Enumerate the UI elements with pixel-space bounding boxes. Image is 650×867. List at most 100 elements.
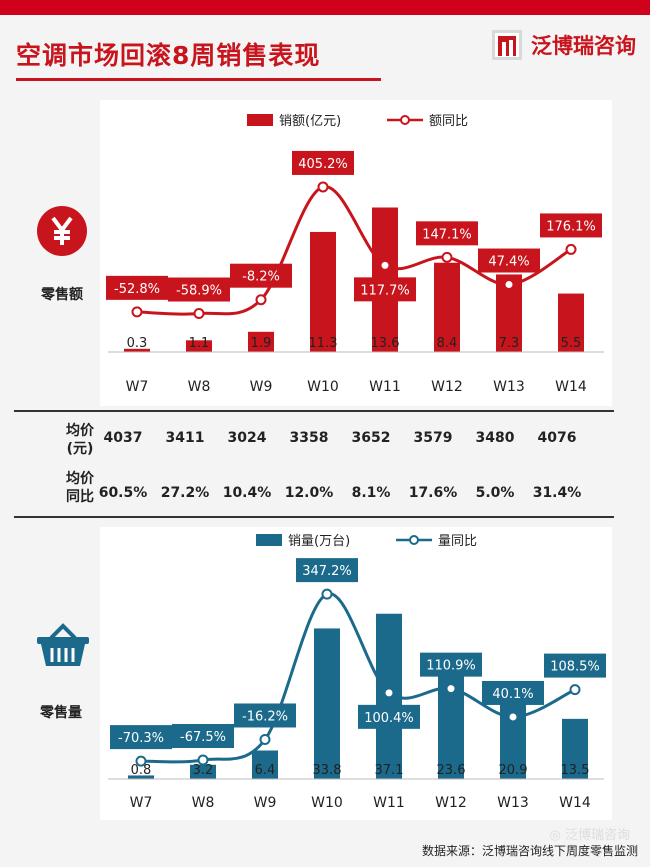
wechat-watermark: ◎ 泛博瑞咨询: [550, 824, 631, 843]
category-label: W12: [431, 379, 463, 395]
yoy-marker: [317, 181, 329, 193]
yoy-label-box: [292, 150, 354, 175]
avg-price-cell: 3024: [227, 430, 267, 446]
yoy-label-box: [172, 724, 234, 748]
sales-chart-card: 销额(亿元) 额同比 0.3 1.1 1.9 11.3 13.6 8.4 7.3 5.5 -52.8…: [100, 100, 612, 406]
category-label: W11: [373, 795, 405, 811]
yoy-label: 40.1%: [492, 687, 533, 702]
legend-bar-label: 销额(亿元): [279, 114, 341, 129]
avg-price-cell: 3579: [413, 430, 453, 446]
yoy-label-box: [482, 680, 544, 705]
table-header-price-line1: 均价: [66, 423, 94, 439]
avg-price-yoy-cell: 17.6%: [408, 485, 458, 501]
bar-value-label: 1.1: [189, 336, 210, 351]
avg-price-cell: 3411: [165, 430, 205, 446]
avg-price-yoy-cell: 60.5%: [98, 485, 148, 501]
sales-chart: 销额(亿元) 额同比 0.3 1.1 1.9 11.3 13.6 8.4 7.3 5.5 -52.8…: [106, 114, 604, 395]
yoy-marker: [383, 687, 395, 699]
bar: [434, 262, 460, 352]
bar: [558, 293, 584, 352]
table-header-yoy: 均价 同比: [50, 470, 110, 506]
category-label: W13: [497, 795, 529, 811]
yoy-label: 347.2%: [302, 564, 352, 579]
yoy-label-box: [106, 275, 168, 300]
volume-side-label: 零售量: [40, 705, 82, 721]
table-header-yoy-line2: 同比: [66, 489, 94, 505]
yoy-label-box: [168, 277, 230, 302]
category-label: W9: [250, 379, 273, 395]
legend-line-marker: [409, 535, 419, 545]
bar-value-label: 0.8: [131, 763, 152, 778]
wechat-name: 泛博瑞咨询: [564, 828, 630, 843]
top-accent-bar: [0, 0, 650, 15]
avg-price-cell: 3652: [351, 430, 391, 446]
volume-chart: 销量(万台) 量同比 0.8 3.2 6.4 33.8 37.1 23.6 20.9 13.5 -7…: [108, 534, 606, 811]
yoy-label-box: [230, 263, 292, 288]
yoy-marker: [503, 279, 515, 291]
avg-price-yoy-cell: 10.4%: [222, 485, 272, 501]
yoy-label: 110.9%: [426, 659, 476, 674]
yoy-label: -70.3%: [118, 731, 164, 746]
yoy-label: -67.5%: [180, 730, 226, 745]
avg-price-yoy-cell: 8.1%: [351, 485, 391, 501]
volume-chart-card: 销量(万台) 量同比 0.8 3.2 6.4 33.8 37.1 23.6 20.9 13.5 -7…: [100, 527, 612, 820]
bar-value-label: 8.4: [437, 336, 458, 351]
yoy-label: 100.4%: [364, 711, 414, 726]
yoy-label: 47.4%: [488, 255, 529, 270]
yoy-label: -8.2%: [242, 270, 280, 285]
avg-price-yoy-cell: 5.0%: [475, 485, 515, 501]
yoy-marker: [135, 755, 147, 767]
chart-legend: 销额(亿元) 额同比: [247, 114, 468, 129]
bar-value-label: 11.3: [309, 336, 338, 351]
yoy-marker: [445, 683, 457, 695]
bar-value-label: 5.5: [561, 336, 582, 351]
table-header-yoy-line1: 均价: [66, 471, 94, 487]
category-label: W14: [555, 379, 587, 395]
sales-side-label: 零售额: [41, 287, 83, 303]
yoy-label-box: [544, 653, 606, 678]
yoy-marker: [259, 733, 271, 745]
yoy-label-box: [478, 248, 540, 273]
yoy-marker: [441, 251, 453, 263]
source-note: 数据来源：泛博瑞咨询线下周度零售监测: [421, 844, 638, 858]
page-title: 空调市场回滚8周销售表现: [16, 41, 321, 70]
yoy-label-box: [540, 213, 602, 238]
bar: [124, 348, 150, 352]
category-label: W10: [307, 379, 339, 395]
table-top-rule: [14, 410, 614, 412]
title-underline: [16, 78, 381, 81]
title-block: 空调市场回滚8周销售表现: [16, 36, 381, 81]
bar-value-label: 33.8: [313, 763, 342, 778]
bar-value-label: 1.9: [251, 336, 272, 351]
bar-value-label: 23.6: [437, 763, 466, 778]
bar: [248, 331, 274, 352]
table-header-price-line2: (元): [66, 441, 94, 457]
category-label: W11: [369, 379, 401, 395]
avg-price-cell: 4037: [103, 430, 143, 446]
legend-line-label: 额同比: [429, 114, 468, 129]
legend-line-marker: [400, 115, 410, 125]
avg-price-yoy-cell: 12.0%: [284, 485, 334, 501]
avg-price-cell: 3480: [475, 430, 515, 446]
yoy-marker: [193, 308, 205, 320]
table-header-price: 均价 (元): [50, 422, 110, 458]
bar: [186, 340, 212, 352]
bar-value-label: 13.5: [561, 763, 590, 778]
category-label: W7: [126, 379, 149, 395]
yoy-label-box: [110, 725, 172, 750]
avg-price-cell: 3358: [289, 430, 329, 446]
yoy-marker: [565, 243, 577, 255]
yoy-marker: [569, 684, 581, 696]
bar-value-label: 13.6: [371, 336, 400, 351]
yoy-label: -58.9%: [176, 284, 222, 299]
yoy-marker: [321, 588, 333, 600]
yoy-label-box: [354, 277, 416, 302]
avg-price-yoy-cell: 31.4%: [532, 485, 582, 501]
category-label: W8: [192, 795, 215, 811]
yoy-marker: [131, 306, 143, 318]
yoy-marker: [255, 294, 267, 306]
category-label: W10: [311, 795, 343, 811]
yoy-label-box: [234, 703, 296, 728]
category-label: W14: [559, 795, 591, 811]
bar-value-label: 6.4: [255, 763, 276, 778]
